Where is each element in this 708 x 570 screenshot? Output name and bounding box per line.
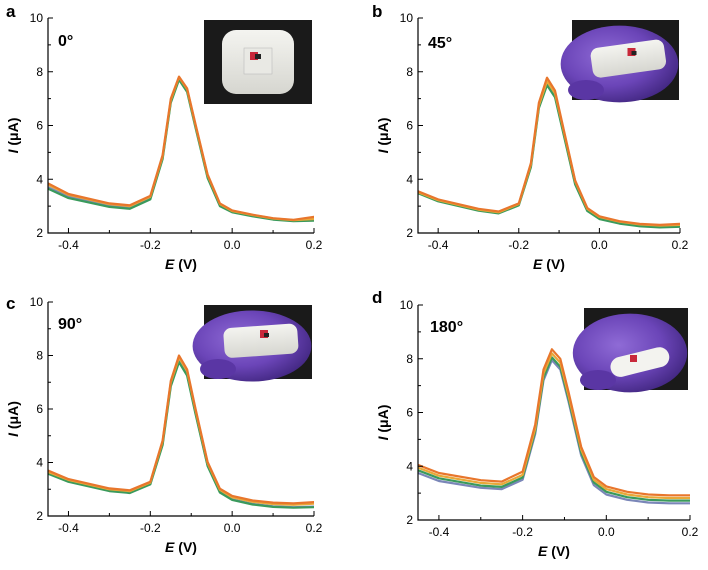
panel-letter: b: [372, 2, 382, 21]
panel-c: 2 4 6 8 10 -0.4 -0.2 0.0 0.2 E (V) I (μA) c 90°: [5, 294, 323, 555]
electrode-mark: [630, 355, 637, 362]
glove-finger: [568, 80, 604, 100]
x-axis-symbol: E: [165, 256, 175, 272]
y-tick-label: 4: [406, 172, 413, 186]
x-tick-label: 0.2: [306, 238, 323, 252]
x-axis-title: E (V): [165, 256, 197, 272]
x-tick-label: 0.0: [598, 525, 615, 539]
y-axis-title: I (μA): [375, 405, 391, 441]
panel-letter: c: [6, 294, 15, 313]
sensor-patch: [223, 323, 299, 358]
y-axis-title: I (μA): [5, 401, 21, 437]
x-tick-label: 0.0: [591, 238, 608, 252]
y-tick-label: 10: [400, 11, 414, 25]
glove-finger: [200, 359, 236, 379]
x-tick-label: 0.0: [224, 521, 241, 535]
y-tick-label: 4: [36, 456, 43, 470]
x-tick-label: 0.2: [306, 521, 323, 535]
y-axis-title: I (μA): [375, 118, 391, 154]
x-axis-title: E (V): [533, 256, 565, 272]
y-tick-label: 8: [406, 65, 413, 79]
x-axis-symbol: E: [538, 543, 548, 559]
bend-angle-label: 0°: [58, 33, 73, 50]
y-tick-label: 10: [30, 295, 44, 309]
plot-area: [48, 354, 314, 509]
x-tick-label: 0.2: [672, 238, 689, 252]
y-axis-unit: (μA): [5, 401, 21, 433]
inset-photo: [560, 20, 679, 103]
series-line-4: [418, 348, 690, 497]
y-tick-label: 10: [400, 298, 414, 312]
y-axis-unit: (μA): [5, 118, 21, 150]
x-axis-unit: (V): [174, 256, 197, 272]
panel-letter: d: [372, 288, 382, 307]
x-tick-label: -0.2: [512, 525, 533, 539]
plot-area: [48, 75, 314, 223]
y-tick-label: 4: [406, 459, 413, 473]
x-tick-label: -0.4: [58, 238, 79, 252]
y-axis-symbol: I: [5, 432, 21, 437]
x-axis-symbol: E: [165, 539, 175, 555]
sensor-patch: [590, 39, 667, 78]
y-tick-label: 2: [36, 509, 43, 523]
y-axis-unit: (μA): [375, 118, 391, 150]
x-axis-title: E (V): [538, 543, 570, 559]
y-tick-label: 2: [406, 226, 413, 240]
electrode-mark: [631, 51, 637, 55]
x-axis-symbol: E: [533, 256, 543, 272]
inset-photo: [572, 308, 688, 393]
plot-area: [418, 348, 690, 505]
x-tick-label: -0.2: [140, 521, 161, 535]
y-axis-title: I (μA): [5, 118, 21, 154]
x-tick-label: 0.0: [224, 238, 241, 252]
y-tick-label: 8: [36, 349, 43, 363]
series-line-4: [48, 354, 314, 505]
panel-d: 2 4 6 8 10 -0.4 -0.2 0.0 0.2 E (V) I (μA) d 180°: [372, 288, 699, 559]
y-tick-label: 6: [36, 402, 43, 416]
bend-angle-label: 180°: [430, 319, 463, 336]
y-axis-symbol: I: [375, 435, 391, 440]
panel-a: 2 4 6 8 10 -0.4 -0.2 0.0 0.2 E (V) I (μA) a 0°: [5, 2, 323, 272]
y-tick-label: 6: [36, 119, 43, 133]
electrode-mark: [264, 333, 269, 337]
inset-photo: [204, 20, 312, 104]
electrode-area: [243, 47, 273, 75]
series-line-4: [418, 76, 680, 226]
y-axis-symbol: I: [5, 148, 21, 153]
x-tick-label: -0.4: [429, 525, 450, 539]
x-axis-unit: (V): [547, 543, 570, 559]
series-line-4: [48, 75, 314, 221]
series-line-2: [48, 361, 314, 509]
y-tick-label: 4: [36, 172, 43, 186]
y-tick-label: 6: [406, 119, 413, 133]
y-tick-label: 2: [406, 513, 413, 527]
bend-angle-label: 90°: [58, 316, 82, 333]
electrode-mark: [250, 52, 258, 60]
y-axis-symbol: I: [375, 148, 391, 153]
x-tick-label: -0.4: [428, 238, 449, 252]
y-tick-label: 8: [36, 65, 43, 79]
panel-letter: a: [6, 2, 16, 21]
y-tick-label: 10: [30, 11, 44, 25]
x-tick-label: -0.2: [140, 238, 161, 252]
x-axis-unit: (V): [174, 539, 197, 555]
bend-angle-label: 45°: [428, 35, 452, 52]
x-axis-unit: (V): [542, 256, 565, 272]
inset-photo: [192, 305, 312, 382]
plot-area: [418, 76, 680, 229]
x-tick-label: -0.2: [508, 238, 529, 252]
x-tick-label: 0.2: [682, 525, 699, 539]
x-axis-title: E (V): [165, 539, 197, 555]
y-tick-label: 8: [406, 352, 413, 366]
y-tick-label: 6: [406, 406, 413, 420]
x-tick-label: -0.4: [58, 521, 79, 535]
y-axis-unit: (μA): [375, 405, 391, 437]
y-tick-label: 2: [36, 226, 43, 240]
electrode-mark: [255, 54, 261, 59]
sensor-patch: [610, 347, 670, 377]
series-line-2: [418, 84, 680, 229]
glove-finger: [580, 370, 616, 390]
panel-b: 2 4 6 8 10 -0.4 -0.2 0.0 0.2 E (V) I (μA) b 45°: [372, 2, 689, 272]
